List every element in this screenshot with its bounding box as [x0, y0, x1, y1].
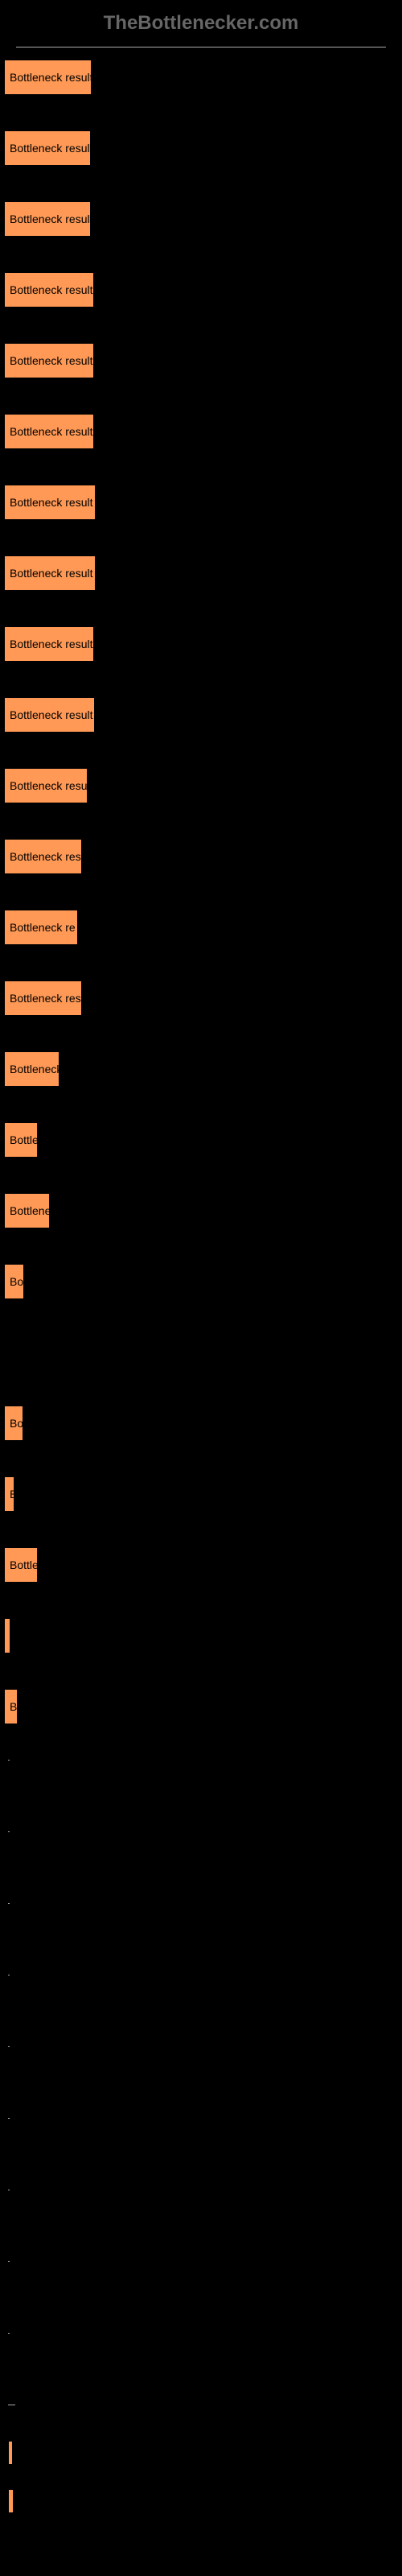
chart-bar: Bottleneck	[4, 1051, 59, 1087]
chart-bar: Bot	[4, 1406, 23, 1441]
chart-bar: Bottleneck result	[4, 272, 94, 308]
site-header: TheBottlenecker.com	[0, 0, 402, 47]
chart-tick	[8, 2118, 10, 2119]
chart-bar: Bottleneck res	[4, 980, 82, 1016]
chart-bottom-bar	[8, 2489, 14, 2513]
chart-tick	[8, 1831, 10, 1832]
chart-bar: Bottle	[4, 1547, 38, 1583]
chart-container: Bottleneck result Bottleneck result Bottle…	[0, 60, 402, 2513]
chart-bar: Bottlene	[4, 1193, 50, 1228]
chart-bar: Bottleneck resu	[4, 768, 88, 803]
chart-bar: Bottleneck re	[4, 910, 78, 945]
chart-tick	[8, 2261, 10, 2262]
chart-bar: Bottleneck result	[4, 626, 94, 662]
chart-bar: Bottleneck result	[4, 697, 95, 733]
chart-bar: B	[4, 1476, 14, 1512]
chart-bar	[4, 1335, 9, 1370]
chart-tick	[8, 1903, 10, 1904]
chart-tick	[8, 1760, 10, 1761]
chart-bar: Bottleneck result	[4, 201, 91, 237]
chart-bar: Bottleneck result	[4, 60, 92, 95]
chart-bar: Bottleneck res	[4, 839, 82, 874]
chart-bottom-bar	[8, 2441, 13, 2465]
chart-bar: Bo	[4, 1689, 18, 1724]
chart-bar: Bottleneck result	[4, 343, 94, 378]
chart-bar: Bottleneck result	[4, 555, 96, 591]
chart-bar: Bot	[4, 1264, 24, 1299]
chart-bar	[4, 1618, 10, 1653]
chart-bar: Bottleneck result	[4, 485, 96, 520]
chart-bar: Bottleneck result	[4, 414, 94, 449]
chart-tick	[8, 2333, 10, 2334]
chart-bar: Bottle	[4, 1122, 38, 1158]
chart-bar: Bottleneck result	[4, 130, 91, 166]
chart-tick	[8, 2046, 10, 2047]
